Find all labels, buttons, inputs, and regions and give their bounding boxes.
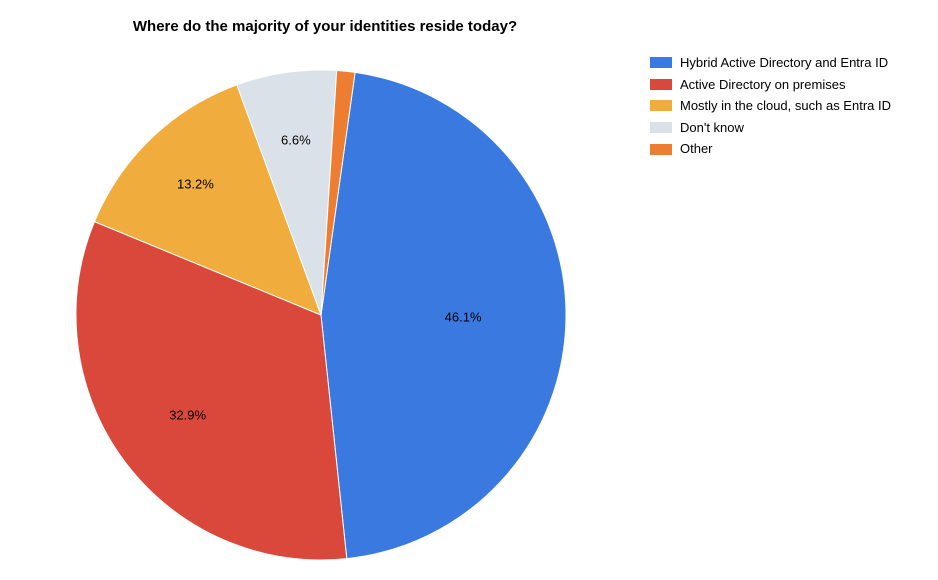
legend-swatch (650, 100, 672, 111)
legend-swatch (650, 57, 672, 68)
legend-swatch (650, 144, 672, 155)
legend-label: Other (680, 141, 713, 157)
pie-chart-area: 46.1% 32.9% 13.2% 6.6% (66, 60, 576, 570)
legend-item: Other (650, 141, 891, 157)
legend-label: Mostly in the cloud, such as Entra ID (680, 98, 891, 114)
pie-slice-label: 46.1% (445, 310, 482, 325)
legend-item: Active Directory on premises (650, 77, 891, 93)
legend-item: Hybrid Active Directory and Entra ID (650, 55, 891, 71)
legend-item: Don't know (650, 120, 891, 136)
legend-item: Mostly in the cloud, such as Entra ID (650, 98, 891, 114)
legend-label: Active Directory on premises (680, 77, 845, 93)
pie-slice-label: 6.6% (281, 133, 311, 148)
pie-chart-svg (66, 60, 576, 570)
pie-slice (321, 72, 566, 558)
legend: Hybrid Active Directory and Entra ID Acti… (650, 55, 891, 163)
legend-label: Hybrid Active Directory and Entra ID (680, 55, 888, 71)
legend-swatch (650, 122, 672, 133)
chart-title: Where do the majority of your identities… (0, 18, 650, 35)
pie-slice-label: 13.2% (177, 177, 214, 192)
pie-slice-label: 32.9% (169, 407, 206, 422)
legend-swatch (650, 79, 672, 90)
legend-label: Don't know (680, 120, 744, 136)
